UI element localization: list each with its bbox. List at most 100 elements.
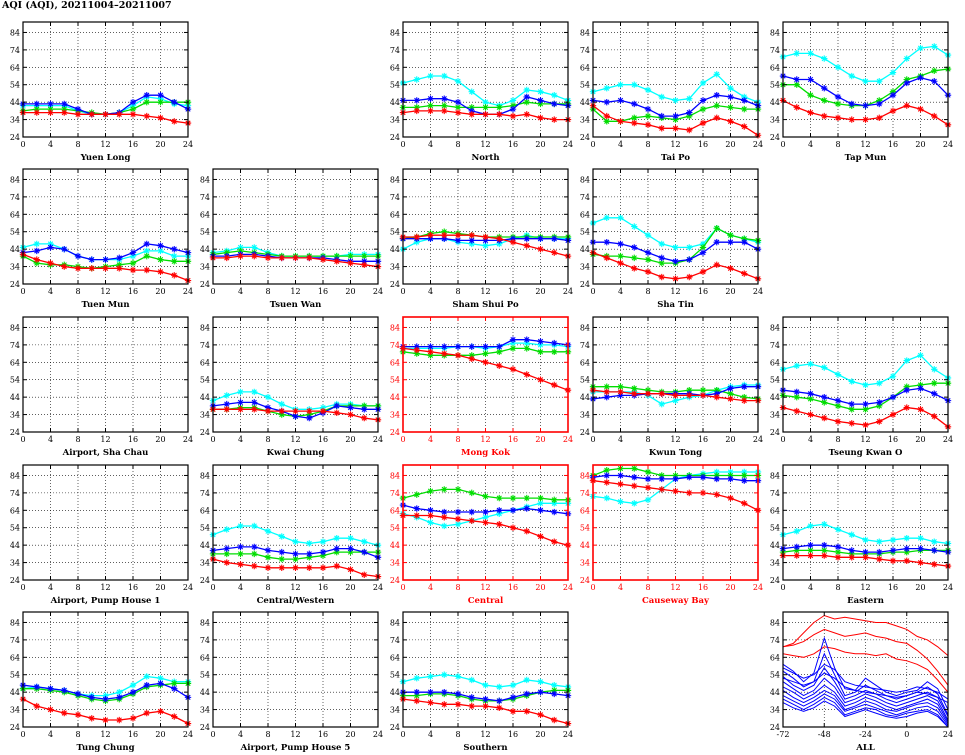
data-point (523, 98, 530, 106)
data-point (617, 383, 624, 390)
series-line-blue (782, 663, 949, 700)
y-tick-label: 24 (390, 428, 400, 437)
data-point (223, 406, 230, 413)
data-point (699, 79, 707, 87)
data-point (482, 242, 489, 249)
x-tick-label: 12 (100, 435, 110, 444)
data-point (441, 350, 448, 357)
data-point (537, 341, 544, 349)
data-point (727, 468, 734, 476)
data-point (333, 409, 340, 417)
x-tick-label: 8 (645, 583, 650, 592)
x-tick-label: 16 (318, 583, 328, 592)
y-tick-label: 34 (390, 116, 400, 125)
data-point (848, 100, 855, 108)
data-point (537, 376, 544, 383)
x-tick-label: 20 (915, 140, 925, 149)
y-tick-label: 74 (200, 489, 210, 498)
x-tick-label: 4 (238, 435, 243, 444)
x-tick-label: 4 (428, 583, 433, 592)
x-tick-label: -48 (818, 730, 831, 739)
data-point (306, 540, 313, 547)
data-point (551, 716, 558, 724)
data-point (251, 406, 258, 413)
data-point (672, 244, 679, 251)
data-point (658, 125, 665, 132)
data-point (903, 386, 910, 394)
data-point (509, 336, 517, 343)
data-point (468, 355, 475, 363)
panel-yuen-long: 24 34 44 54 64 74 84 0 4 8 12 16 20 24 Yuen Long (10, 21, 193, 163)
data-point (523, 336, 530, 343)
data-point (686, 244, 693, 251)
data-point (61, 100, 68, 108)
y-tick-label: 34 (10, 411, 20, 420)
x-tick-label: 12 (670, 435, 680, 444)
x-tick-label: 16 (318, 730, 328, 739)
y-tick-label: 64 (580, 63, 590, 72)
data-point (61, 245, 68, 253)
x-tick-label: 16 (318, 287, 328, 296)
data-point (793, 50, 800, 57)
data-point (361, 402, 368, 410)
y-tick-label: 44 (10, 98, 20, 107)
panel-southern: 24 34 44 54 64 74 84 0 4 8 12 16 20 24 Southern (390, 611, 573, 753)
data-point (603, 85, 610, 92)
x-tick-label: 8 (265, 435, 270, 444)
y-tick-label: 84 (10, 28, 20, 37)
x-tick-label: 0 (400, 287, 405, 296)
data-point (88, 256, 95, 263)
data-point (672, 258, 679, 265)
data-point (876, 418, 883, 425)
data-point (496, 111, 503, 118)
data-point (631, 385, 638, 392)
data-point (807, 109, 814, 116)
data-point (482, 233, 489, 241)
x-tick-label: 12 (480, 435, 490, 444)
data-point (61, 687, 68, 694)
data-point (603, 479, 610, 486)
y-tick-label: 24 (580, 133, 590, 142)
data-point (33, 100, 40, 108)
data-point (361, 261, 368, 269)
data-point (686, 256, 693, 263)
data-point (603, 118, 610, 125)
y-tick-label: 34 (10, 706, 20, 715)
y-tick-label: 74 (770, 636, 780, 645)
data-point (848, 547, 855, 554)
data-point (617, 252, 624, 260)
series-line-blue (782, 672, 949, 704)
y-tick-label: 64 (390, 506, 400, 515)
panel-title-eastern: Eastern (847, 596, 884, 606)
data-point (496, 683, 503, 691)
data-point (551, 690, 558, 698)
data-point (237, 550, 244, 558)
data-point (61, 263, 68, 270)
x-tick-label: 20 (535, 140, 545, 149)
data-point (427, 107, 434, 115)
data-point (47, 259, 54, 267)
y-tick-label: 84 (580, 471, 590, 480)
data-point (713, 91, 720, 99)
data-point (319, 256, 327, 263)
data-point (264, 254, 272, 262)
data-point (361, 258, 368, 265)
data-point (672, 275, 679, 282)
data-point (427, 343, 434, 350)
data-point (171, 685, 178, 692)
data-point (361, 538, 368, 545)
data-point (278, 555, 285, 563)
data-point (251, 550, 258, 558)
x-tick-label: 24 (943, 583, 953, 592)
y-tick-label: 64 (10, 210, 20, 219)
x-tick-label: 8 (265, 730, 270, 739)
x-tick-label: 0 (590, 287, 595, 296)
data-point (129, 266, 137, 274)
data-point (509, 105, 517, 113)
panel-title-sham-shui-po: Sham Shui Po (452, 300, 519, 310)
x-tick-label: 20 (155, 583, 165, 592)
data-point (278, 533, 285, 540)
data-point (413, 343, 420, 350)
x-tick-label: 24 (373, 730, 383, 739)
data-point (658, 475, 665, 483)
